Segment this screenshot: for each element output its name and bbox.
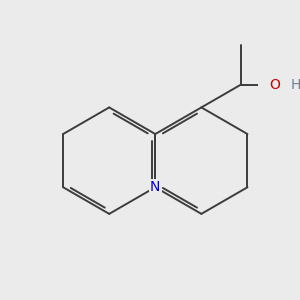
Text: H: H: [290, 78, 300, 92]
Text: N: N: [150, 180, 160, 194]
Text: O: O: [270, 78, 280, 92]
